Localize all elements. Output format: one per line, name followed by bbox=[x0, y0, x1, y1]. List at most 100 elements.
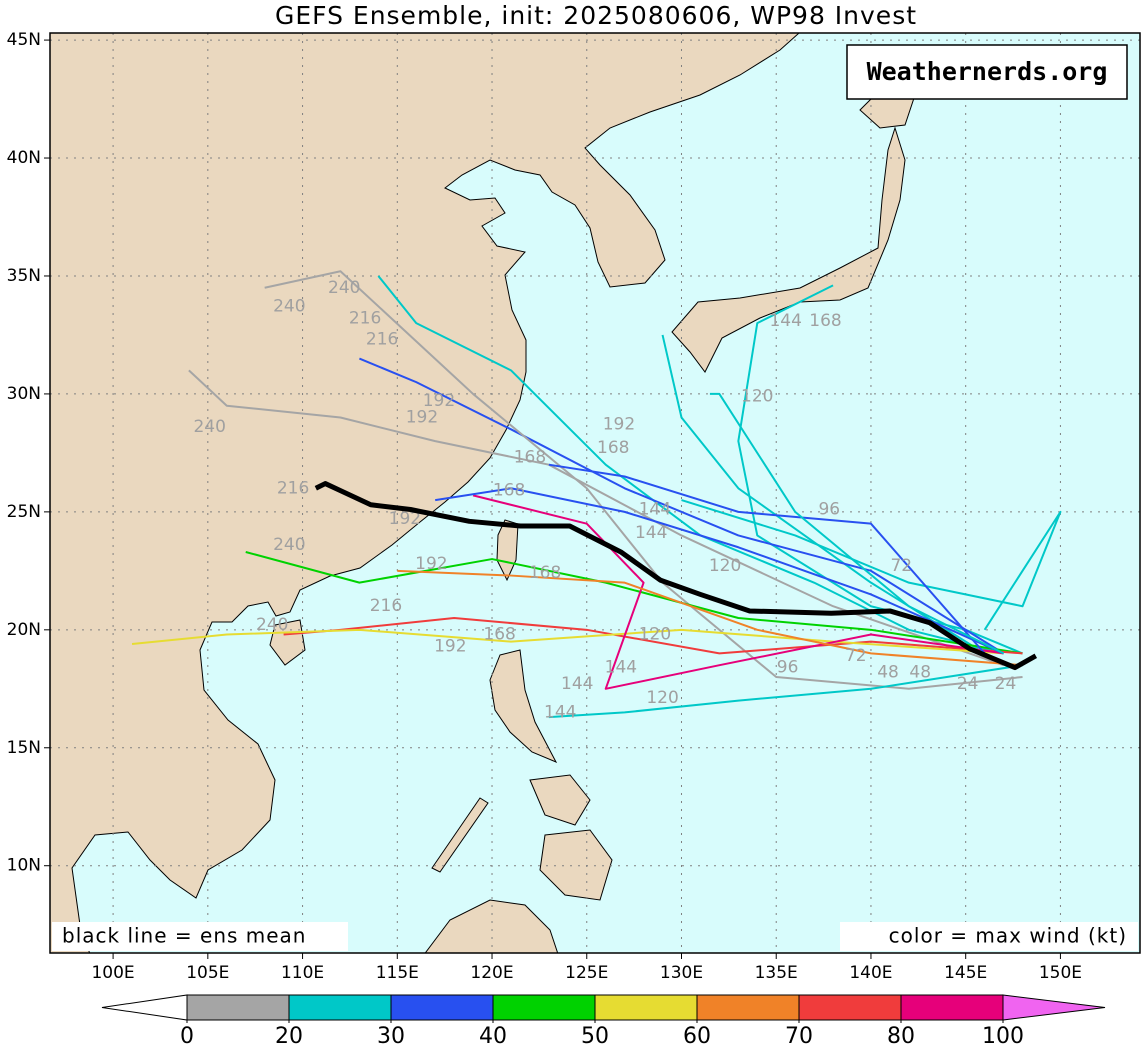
hour-label: 120 bbox=[741, 386, 773, 406]
hour-label: 48 bbox=[877, 662, 899, 682]
colorbar-segment bbox=[288, 994, 392, 1021]
hour-label: 48 bbox=[909, 662, 931, 682]
hour-label: 168 bbox=[809, 311, 841, 331]
ensemble-track bbox=[709, 392, 1005, 655]
grid: 100E 105E 110E 115E 120E 125E 130E 135E 140E 145E… bbox=[7, 30, 1140, 983]
colorbar-segment bbox=[390, 994, 494, 1021]
y-tick-label: 45N bbox=[7, 30, 41, 50]
colorbar: 0 20 30 40 50 60 70 80 100 bbox=[101, 994, 1106, 1049]
note-left: black line = ens mean bbox=[62, 924, 307, 948]
colorbar-segment bbox=[696, 994, 800, 1021]
colorbar-label: 20 bbox=[275, 1024, 303, 1049]
watermark-box bbox=[846, 44, 1128, 100]
colorbar-label: 40 bbox=[479, 1024, 507, 1049]
hour-label: 144 bbox=[635, 523, 667, 543]
hour-label: 168 bbox=[529, 563, 561, 583]
x-tick-label: 145E bbox=[944, 963, 987, 983]
hour-label: 120 bbox=[646, 688, 678, 708]
hour-label: 192 bbox=[389, 509, 421, 529]
ensemble-track bbox=[548, 664, 1023, 719]
hour-label: 216 bbox=[277, 478, 309, 498]
ensemble-track bbox=[245, 551, 1023, 655]
x-tick-label: 125E bbox=[565, 963, 608, 983]
x-tick-label: 135E bbox=[755, 963, 798, 983]
hour-label: 192 bbox=[423, 391, 455, 411]
y-tick-label: 10N bbox=[7, 856, 41, 876]
colorbar-over bbox=[1002, 994, 1106, 1021]
note-right: color = max wind (kt) bbox=[889, 924, 1127, 948]
ensemble-track bbox=[435, 487, 1004, 655]
hour-label: 240 bbox=[256, 615, 288, 635]
note-right-box bbox=[840, 922, 1138, 951]
y-tick-label: 20N bbox=[7, 620, 41, 640]
watermark: Weathernerds.org bbox=[867, 57, 1108, 86]
ensemble-track bbox=[188, 369, 1004, 667]
y-tick-label: 40N bbox=[7, 148, 41, 168]
colorbar-under bbox=[101, 994, 188, 1021]
y-tick-label: 30N bbox=[7, 384, 41, 404]
mainland bbox=[50, 33, 800, 953]
ensemble-track bbox=[681, 499, 1062, 631]
colorbar-label: 70 bbox=[785, 1024, 813, 1049]
hour-label: 144 bbox=[639, 500, 671, 520]
hour-label: 144 bbox=[769, 311, 801, 331]
hour-label: 240 bbox=[273, 297, 305, 317]
mean-track bbox=[314, 481, 1038, 671]
mindanao bbox=[539, 829, 613, 901]
luzon bbox=[489, 649, 558, 763]
hour-label: 168 bbox=[514, 448, 546, 468]
colorbar-segment bbox=[798, 994, 902, 1021]
title: GEFS Ensemble, init: 2025080606, WP98 In… bbox=[275, 1, 917, 30]
colorbar-label: 80 bbox=[887, 1024, 915, 1049]
y-tick-label: 25N bbox=[7, 502, 41, 522]
hour-label: 216 bbox=[349, 308, 381, 328]
hour-label: 240 bbox=[193, 417, 225, 437]
hour-label: 72 bbox=[890, 556, 912, 576]
colorbar-segment bbox=[186, 994, 290, 1021]
hour-label: 144 bbox=[544, 702, 576, 722]
y-tick-label: 15N bbox=[7, 738, 41, 758]
colorbar-segment bbox=[900, 994, 1004, 1021]
ensemble-track bbox=[472, 494, 1004, 690]
visayas bbox=[529, 774, 591, 826]
japan bbox=[671, 126, 906, 373]
hour-label: 216 bbox=[370, 596, 402, 616]
hour-label: 168 bbox=[597, 438, 629, 458]
x-tick-label: 105E bbox=[186, 963, 229, 983]
colorbar-label: 100 bbox=[982, 1024, 1024, 1049]
hour-label: 168 bbox=[493, 481, 525, 501]
ensemble-track bbox=[359, 357, 1005, 655]
note-left-box bbox=[52, 922, 348, 951]
hour-label: 144 bbox=[605, 658, 637, 678]
ensemble-track bbox=[397, 569, 1023, 667]
hour-label: 144 bbox=[561, 674, 593, 694]
x-tick-label: 115E bbox=[376, 963, 419, 983]
hour-label: 192 bbox=[434, 636, 466, 656]
x-tick-label: 130E bbox=[660, 963, 703, 983]
x-tick-label: 140E bbox=[849, 963, 892, 983]
colorbar-segment bbox=[594, 994, 698, 1021]
hour-label: 192 bbox=[603, 415, 635, 435]
colorbar-label: 50 bbox=[581, 1024, 609, 1049]
hour-label: 24 bbox=[995, 674, 1017, 694]
x-tick-label: 120E bbox=[470, 963, 513, 983]
hour-label: 72 bbox=[845, 646, 867, 666]
hour-label: 192 bbox=[415, 554, 447, 574]
hour-label: 240 bbox=[328, 278, 360, 298]
colorbar-segment bbox=[492, 994, 596, 1021]
hour-label: 240 bbox=[273, 535, 305, 555]
x-tick-label: 110E bbox=[281, 963, 324, 983]
borneo bbox=[424, 899, 559, 953]
hour-label: 216 bbox=[366, 330, 398, 350]
y-tick-label: 35N bbox=[7, 266, 41, 286]
land bbox=[50, 33, 916, 953]
plot-frame bbox=[49, 32, 1141, 954]
hour-label: 192 bbox=[406, 408, 438, 428]
hour-label: 96 bbox=[818, 500, 840, 520]
hour-label: 96 bbox=[777, 658, 799, 678]
colorbar-label: 60 bbox=[683, 1024, 711, 1049]
hour-label: 24 bbox=[957, 674, 979, 694]
ensemble-track bbox=[548, 463, 986, 655]
